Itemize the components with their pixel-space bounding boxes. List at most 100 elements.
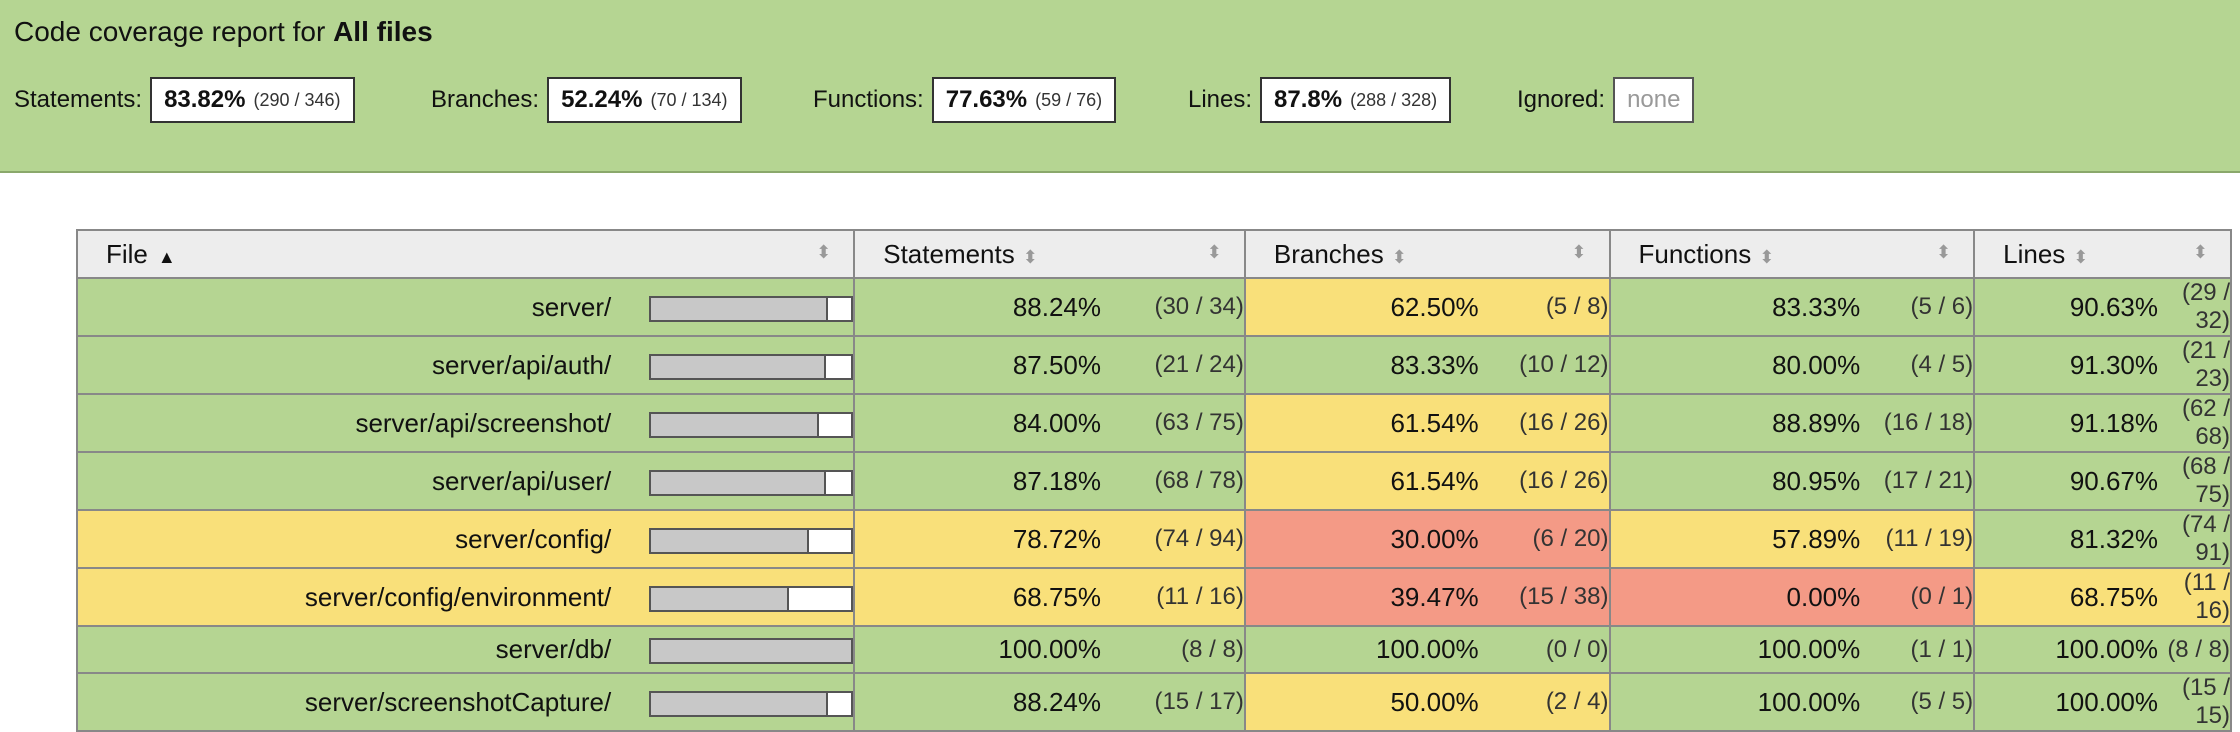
metric-label: Functions: <box>813 86 924 113</box>
statements-abs: (30 / 34) <box>1101 277 1246 337</box>
functions-pct: 100.00% <box>1608 625 1861 674</box>
table-header-row: File ▲ ⬍ Statements ⬍ ⬍ Branches ⬍ ⬍ Functions… <box>75 229 2232 279</box>
sort-icon: ⬍ <box>1759 246 1775 267</box>
file-cell: server/api/auth/ <box>75 335 856 395</box>
lines-pct: 100.00% <box>1973 672 2158 732</box>
file-cell: server/ <box>75 277 856 337</box>
summary-header: Code coverage report for All files State… <box>0 0 2240 173</box>
coverage-bar <box>649 411 854 438</box>
metric-frac: (288 / 328) <box>1350 89 1438 110</box>
lines-abs: (11 / 16) <box>2158 567 2232 627</box>
col-branches[interactable]: Branches ⬍ ⬍ <box>1243 229 1611 279</box>
sort-icon: ⬍ <box>1936 242 1952 262</box>
branches-pct: 61.54% <box>1243 393 1479 453</box>
coverage-bar-fill <box>651 529 809 552</box>
functions-pct: 83.33% <box>1608 277 1861 337</box>
statements-pct: 78.72% <box>853 509 1102 569</box>
branches-pct: 62.50% <box>1243 277 1479 337</box>
col-label: File <box>106 238 148 269</box>
coverage-bar <box>649 353 854 380</box>
coverage-table: File ▲ ⬍ Statements ⬍ ⬍ Branches ⬍ ⬍ Functions… <box>75 229 2232 732</box>
coverage-bar-fill <box>651 355 827 378</box>
ignored-value: none <box>1627 86 1681 113</box>
col-functions[interactable]: Functions ⬍ ⬍ <box>1608 229 1976 279</box>
col-label: Statements <box>883 238 1015 269</box>
metric-pct: 87.8% <box>1274 86 1343 113</box>
sort-icon: ⬍ <box>2073 246 2089 267</box>
lines-abs: (74 / 91) <box>2158 509 2232 569</box>
statements-abs: (11 / 16) <box>1101 567 1246 627</box>
metric-frac: (59 / 76) <box>1035 89 1103 110</box>
branches-pct: 39.47% <box>1243 567 1479 627</box>
functions-abs: (5 / 5) <box>1860 672 1976 732</box>
table-row: server/config/environment/68.75% (11 / 16… <box>75 567 2232 627</box>
coverage-bar <box>649 690 854 717</box>
sort-icon: ⬍ <box>2192 242 2208 262</box>
coverage-bar-fill <box>651 640 852 663</box>
statements-pct: 84.00% <box>853 393 1102 453</box>
branches-abs: (15 / 38) <box>1478 567 1611 627</box>
metric-label: Ignored: <box>1517 86 1606 113</box>
metric-pct: 83.82% <box>164 86 246 113</box>
lines-pct: 91.18% <box>1973 393 2158 453</box>
col-file[interactable]: File ▲ ⬍ <box>75 229 856 279</box>
functions-pct: 80.00% <box>1608 335 1861 395</box>
table-row: server/api/user/87.18% (68 / 78) 61.54% (16… <box>75 451 2232 511</box>
statements-pct: 100.00% <box>853 625 1102 674</box>
statements-abs: (68 / 78) <box>1101 451 1246 511</box>
sort-icon: ⬍ <box>1022 246 1038 267</box>
sort-icon: ⬍ <box>816 242 832 262</box>
branches-abs: (16 / 26) <box>1478 451 1611 511</box>
functions-pct: 100.00% <box>1608 672 1861 732</box>
branches-abs: (10 / 12) <box>1478 335 1611 395</box>
statements-abs: (74 / 94) <box>1101 509 1246 569</box>
metric-label: Branches: <box>431 86 540 113</box>
metric-pct: 52.24% <box>561 86 643 113</box>
file-link[interactable]: server/ <box>531 291 612 322</box>
col-lines[interactable]: Lines ⬍ ⬍ <box>1973 229 2232 279</box>
file-link[interactable]: server/db/ <box>495 634 612 664</box>
file-cell: server/screenshotCapture/ <box>75 672 856 732</box>
file-cell: server/api/screenshot/ <box>75 393 856 453</box>
lines-pct: 100.00% <box>1973 625 2158 674</box>
branches-pct: 50.00% <box>1243 672 1479 732</box>
lines-pct: 68.75% <box>1973 567 2158 627</box>
metric-label: Lines: <box>1188 86 1253 113</box>
coverage-bar-fill <box>651 413 820 436</box>
metric-box: 83.82% (290 / 346) <box>150 77 355 123</box>
functions-abs: (17 / 21) <box>1860 451 1976 511</box>
title-scope: All files <box>333 16 433 47</box>
statements-abs: (8 / 8) <box>1101 625 1246 674</box>
branches-pct: 30.00% <box>1243 509 1479 569</box>
file-link[interactable]: server/api/auth/ <box>432 349 612 380</box>
statements-abs: (15 / 17) <box>1101 672 1246 732</box>
table-row: server/config/78.72% (74 / 94) 30.00% (6 / … <box>75 509 2232 569</box>
title-prefix: Code coverage report for <box>14 16 334 47</box>
functions-abs: (11 / 19) <box>1860 509 1976 569</box>
table-row: server/88.24% (30 / 34) 62.50% (5 / 8) 83.33… <box>75 277 2232 337</box>
file-link[interactable]: server/config/ <box>455 523 612 554</box>
table-row: server/screenshotCapture/88.24% (15 / 17)… <box>75 672 2232 732</box>
file-link[interactable]: server/screenshotCapture/ <box>304 686 612 717</box>
metric-box: 52.24% (70 / 134) <box>547 77 742 123</box>
file-link[interactable]: server/config/environment/ <box>304 581 612 612</box>
coverage-bar-fill <box>651 692 828 715</box>
file-link[interactable]: server/api/user/ <box>432 465 612 496</box>
sort-icon: ⬍ <box>1571 242 1587 262</box>
statements-pct: 87.50% <box>853 335 1102 395</box>
file-cell: server/db/ <box>75 625 856 674</box>
col-statements[interactable]: Statements ⬍ ⬍ <box>853 229 1246 279</box>
functions-pct: 80.95% <box>1608 451 1861 511</box>
functions-abs: (16 / 18) <box>1860 393 1976 453</box>
lines-pct: 90.67% <box>1973 451 2158 511</box>
file-link[interactable]: server/api/screenshot/ <box>355 407 612 438</box>
metric-ignored: Ignored: none <box>1517 76 1695 124</box>
statements-pct: 87.18% <box>853 451 1102 511</box>
metric-pct: 77.63% <box>945 86 1028 113</box>
metric-lines: Lines: 87.8% (288 / 328) <box>1188 76 1452 124</box>
col-label: Branches <box>1273 238 1384 269</box>
metric-box: 77.63% (59 / 76) <box>931 77 1117 123</box>
coverage-bar-fill <box>651 471 826 494</box>
coverage-bar-fill <box>651 297 828 320</box>
sort-icon: ⬍ <box>1206 242 1222 262</box>
